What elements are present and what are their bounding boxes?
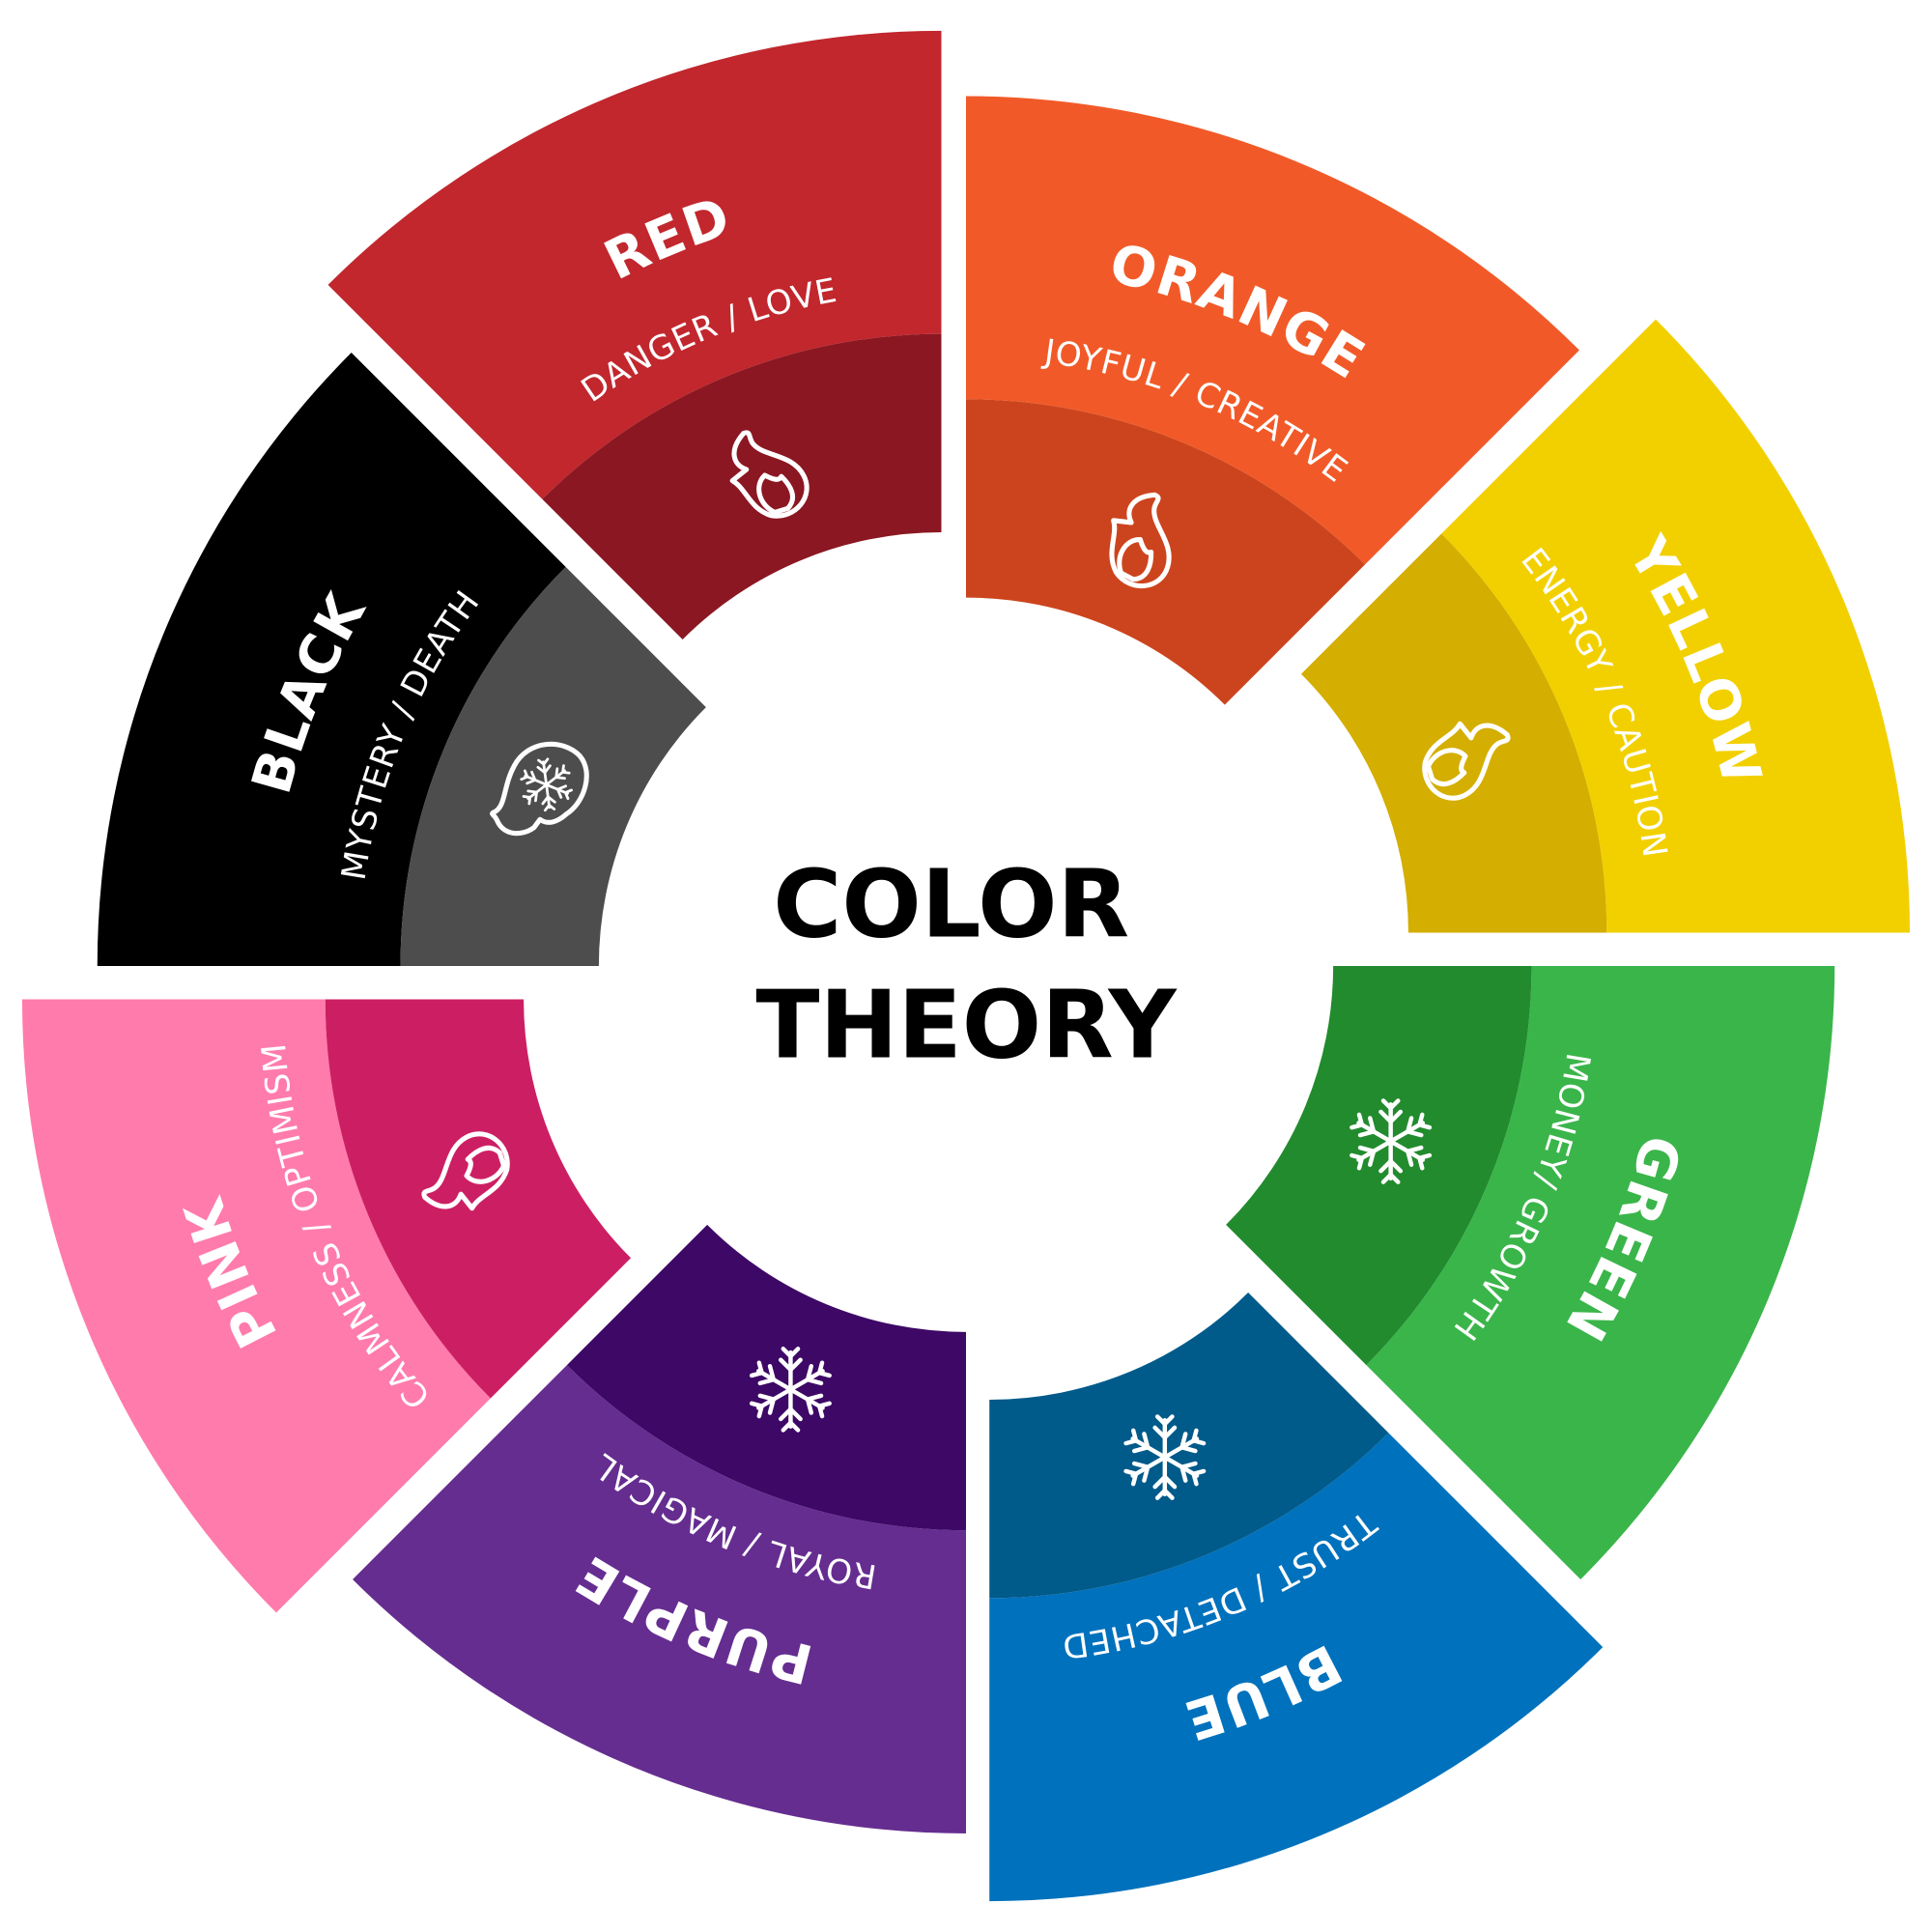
title-line-1: COLOR xyxy=(773,849,1129,958)
segment-black-inner-band xyxy=(400,566,706,966)
segment-green-inner-band xyxy=(1226,966,1532,1366)
title-line-2: THEORY xyxy=(755,970,1178,1079)
segment-yellow-outer-band xyxy=(1441,319,1911,933)
segment-pink-outer-band xyxy=(21,999,491,1613)
segment-orange-outer-band xyxy=(966,96,1579,565)
segment-blue-outer-band xyxy=(989,1433,1604,1902)
segment-orange-inner-band xyxy=(966,399,1366,705)
segment-red-outer-band xyxy=(327,30,942,499)
segment-green-outer-band xyxy=(1366,966,1835,1579)
segment-purple-outer-band xyxy=(353,1365,966,1833)
segment-black-outer-band xyxy=(97,353,566,966)
segment-purple: PURPLE ROYAL / MAGICAL xyxy=(353,1224,966,1833)
